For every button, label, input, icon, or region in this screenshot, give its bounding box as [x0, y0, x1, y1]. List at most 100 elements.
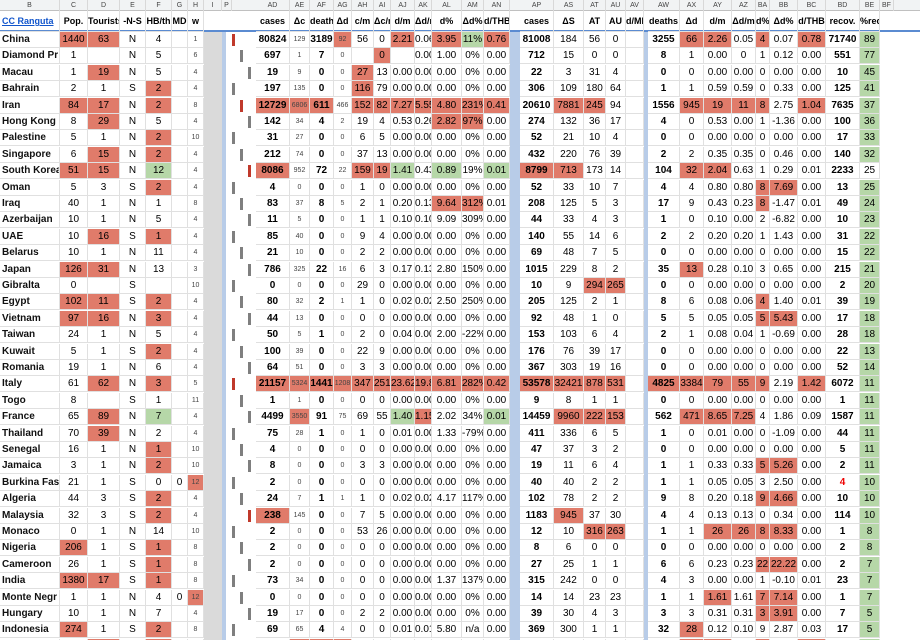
cell-as[interactable]: 21: [554, 130, 584, 147]
cell-ak[interactable]: 0.13: [415, 261, 432, 278]
cell-ag[interactable]: 22: [334, 163, 352, 180]
cell-at[interactable]: 4: [584, 212, 606, 229]
cell-g[interactable]: [172, 32, 188, 48]
col-letter-af[interactable]: AF: [310, 0, 334, 11]
cell-c[interactable]: 10: [60, 245, 88, 262]
cell-aj[interactable]: 0.01: [391, 622, 415, 639]
cell-c[interactable]: 1: [60, 48, 88, 65]
cell-am[interactable]: -79%: [462, 425, 484, 442]
country-name[interactable]: Macau: [0, 64, 60, 81]
cell-ap[interactable]: 25374: [520, 638, 554, 640]
cell-d[interactable]: 1: [88, 524, 120, 540]
cell-d[interactable]: 1: [88, 622, 120, 639]
cell-g[interactable]: [172, 524, 188, 540]
cell-bb[interactable]: -1.47: [770, 196, 798, 212]
cell-as[interactable]: 125: [554, 294, 584, 311]
cell-h[interactable]: 8: [188, 97, 204, 114]
cell-av[interactable]: [626, 32, 644, 48]
cell-c[interactable]: 16: [60, 442, 88, 458]
cell-aj[interactable]: [391, 48, 415, 65]
cell-ba[interactable]: 0: [756, 507, 770, 524]
cell-ai[interactable]: 0: [374, 278, 391, 294]
cell-as[interactable]: 48: [554, 245, 584, 262]
cell-ai[interactable]: 2: [374, 606, 391, 622]
cell-d[interactable]: 1: [88, 130, 120, 147]
cell-at[interactable]: 31: [584, 64, 606, 81]
cell-ap[interactable]: 39: [520, 606, 554, 622]
cell-az[interactable]: 0.10: [732, 622, 756, 639]
cell-ax[interactable]: 1: [680, 48, 704, 65]
cell-ai[interactable]: 13: [374, 64, 391, 81]
cell-al[interactable]: 3.16: [432, 638, 462, 640]
cell-aw[interactable]: 4: [648, 179, 680, 196]
cell-ah[interactable]: 1: [352, 212, 374, 229]
cell-ae[interactable]: 1: [290, 48, 310, 65]
cell-an[interactable]: 0.00: [484, 228, 510, 245]
cell-bb[interactable]: 1.86: [770, 409, 798, 426]
cell-an[interactable]: 0.00: [484, 507, 510, 524]
cell-an[interactable]: 0.00: [484, 48, 510, 65]
cell-aj[interactable]: 0.02: [391, 491, 415, 508]
cell-ba[interactable]: 1: [756, 573, 770, 590]
cell-ad[interactable]: 83: [256, 196, 290, 212]
cell-bb[interactable]: 0.00: [770, 245, 798, 262]
cell-ad[interactable]: 24: [256, 491, 290, 508]
cell-af[interactable]: 0: [310, 179, 334, 196]
country-name[interactable]: Nigeria: [0, 540, 60, 557]
cell-ay[interactable]: 0.28: [704, 261, 732, 278]
cell-ap[interactable]: 44: [520, 212, 554, 229]
cell-ba[interactable]: 0: [756, 442, 770, 458]
cell-aj[interactable]: 0.00: [391, 442, 415, 458]
cell-e[interactable]: N: [120, 425, 146, 442]
cell-bc[interactable]: 0.00: [798, 425, 826, 442]
cell-am[interactable]: 231%: [462, 97, 484, 114]
cell-e[interactable]: N: [120, 163, 146, 180]
cell-aw[interactable]: 1: [648, 81, 680, 98]
cell-bd[interactable]: 39: [826, 294, 860, 311]
cell-av[interactable]: [626, 622, 644, 639]
cell-ax[interactable]: 6: [680, 556, 704, 573]
cell-f[interactable]: 4: [146, 32, 172, 48]
country-name[interactable]: Japan: [0, 261, 60, 278]
cell-an[interactable]: 0.06: [484, 638, 510, 640]
cell-ak[interactable]: 0.00: [415, 310, 432, 327]
cell-ah[interactable]: 0: [352, 310, 374, 327]
cell-al[interactable]: 4.80: [432, 97, 462, 114]
cell-ai[interactable]: 0: [374, 573, 391, 590]
cell-af[interactable]: 1: [310, 491, 334, 508]
cell-ax[interactable]: 2: [680, 228, 704, 245]
cell-bb[interactable]: 0.00: [770, 130, 798, 147]
cell-e[interactable]: N: [120, 64, 146, 81]
cell-az[interactable]: 0.33: [732, 458, 756, 475]
col-letter-ai[interactable]: AI: [374, 0, 391, 11]
cell-g[interactable]: [172, 376, 188, 393]
cell-af[interactable]: 0: [310, 343, 334, 360]
cell-ag[interactable]: 0: [334, 573, 352, 590]
cell-af[interactable]: 0: [310, 507, 334, 524]
cell-be[interactable]: 23: [860, 212, 880, 229]
cell-af[interactable]: 0: [310, 310, 334, 327]
cell-as[interactable]: 7881: [554, 97, 584, 114]
cell-bd[interactable]: 215: [826, 261, 860, 278]
cell-e[interactable]: N: [120, 327, 146, 344]
cell-e[interactable]: N: [120, 458, 146, 475]
cell-am[interactable]: 250%: [462, 294, 484, 311]
cell-ae[interactable]: 10: [290, 245, 310, 262]
cell-au[interactable]: 14: [606, 163, 626, 180]
country-name[interactable]: Hong Kong: [0, 114, 60, 130]
col-letter-bc[interactable]: BC: [798, 0, 826, 11]
cell-ak[interactable]: 0.10: [415, 212, 432, 229]
cell-at[interactable]: 245: [584, 97, 606, 114]
cell-az[interactable]: 11: [732, 97, 756, 114]
col-letter-al[interactable]: AL: [432, 0, 462, 11]
cell-e[interactable]: N: [120, 97, 146, 114]
cell-be[interactable]: 45: [860, 64, 880, 81]
cell-aj[interactable]: 0.00: [391, 146, 415, 163]
cell-ad[interactable]: 4499: [256, 409, 290, 426]
col-letter-aj[interactable]: AJ: [391, 0, 415, 11]
cell-ap[interactable]: 92: [520, 310, 554, 327]
cell-ba[interactable]: 0: [756, 278, 770, 294]
cell-ak[interactable]: 0.02: [415, 491, 432, 508]
cell-aw[interactable]: 0: [648, 540, 680, 557]
cell-ae[interactable]: 0: [290, 179, 310, 196]
